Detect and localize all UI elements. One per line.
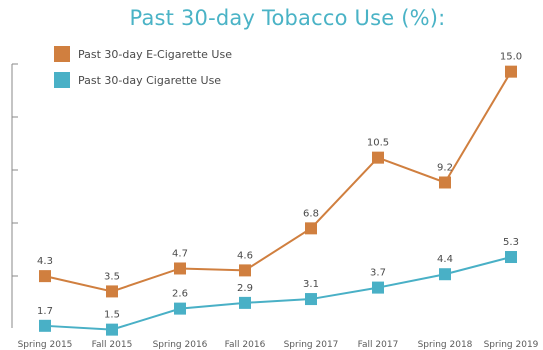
series-line	[44, 256, 512, 331]
x-tick-label: Fall 2017	[358, 340, 399, 350]
data-point	[439, 176, 451, 189]
data-point	[439, 268, 451, 281]
x-tick-label: Spring 2017	[284, 340, 339, 350]
legend-swatch	[54, 72, 70, 88]
data-point	[505, 65, 517, 78]
series-line	[44, 71, 512, 293]
data-point	[174, 302, 186, 315]
data-label: 4.7	[172, 248, 188, 259]
series-layer: 4.3 3.5 4.7 4.6 6.8 10.5 9.2 15.0 1.7 1.5 2.6 2.9 3.…	[37, 52, 522, 336]
data-point	[106, 323, 118, 336]
legend: Past 30-day E-Cigarette Use Past 30-day C…	[54, 46, 232, 88]
data-point	[305, 222, 317, 235]
x-tick-label: Spring 2015	[18, 340, 73, 350]
data-label: 15.0	[500, 52, 522, 63]
series-e-cigarette: 4.3 3.5 4.7 4.6 6.8 10.5 9.2 15.0	[37, 52, 522, 298]
x-axis-labels: Spring 2015 Fall 2015 Spring 2016 Fall 2016…	[18, 340, 539, 350]
data-label: 2.9	[237, 283, 253, 294]
x-tick-label: Spring 2019	[484, 340, 539, 350]
data-label: 3.5	[104, 271, 120, 282]
data-point	[239, 296, 251, 309]
data-point	[372, 281, 384, 294]
data-label: 10.5	[367, 138, 389, 149]
data-label: 9.2	[437, 162, 453, 173]
data-point	[39, 270, 51, 283]
legend-label: Past 30-day E-Cigarette Use	[78, 48, 232, 61]
x-tick-label: Spring 2016	[153, 340, 208, 350]
data-label: 4.4	[437, 254, 453, 265]
data-point	[174, 262, 186, 275]
data-label: 2.6	[172, 289, 188, 300]
data-point	[505, 251, 517, 264]
data-point	[239, 264, 251, 277]
data-point	[39, 319, 51, 332]
chart-title: Past 30-day Tobacco Use (%):	[129, 6, 446, 30]
data-label: 4.3	[37, 256, 53, 267]
data-point	[372, 151, 384, 164]
legend-swatch	[54, 46, 70, 62]
data-label: 1.7	[37, 306, 53, 317]
data-label: 4.6	[237, 250, 253, 261]
series-cigarette: 1.7 1.5 2.6 2.9 3.1 3.7 4.4 5.3	[37, 237, 519, 336]
legend-label: Past 30-day Cigarette Use	[78, 74, 221, 87]
data-point	[106, 285, 118, 298]
data-label: 3.1	[303, 279, 319, 290]
data-point	[305, 293, 317, 306]
data-label: 5.3	[503, 237, 519, 248]
x-tick-label: Fall 2016	[225, 340, 266, 350]
x-tick-label: Fall 2015	[92, 340, 133, 350]
data-label: 1.5	[104, 310, 120, 321]
x-tick-label: Spring 2018	[418, 340, 473, 350]
data-label: 6.8	[303, 208, 319, 219]
y-axis	[11, 63, 18, 328]
data-label: 3.7	[370, 268, 386, 279]
